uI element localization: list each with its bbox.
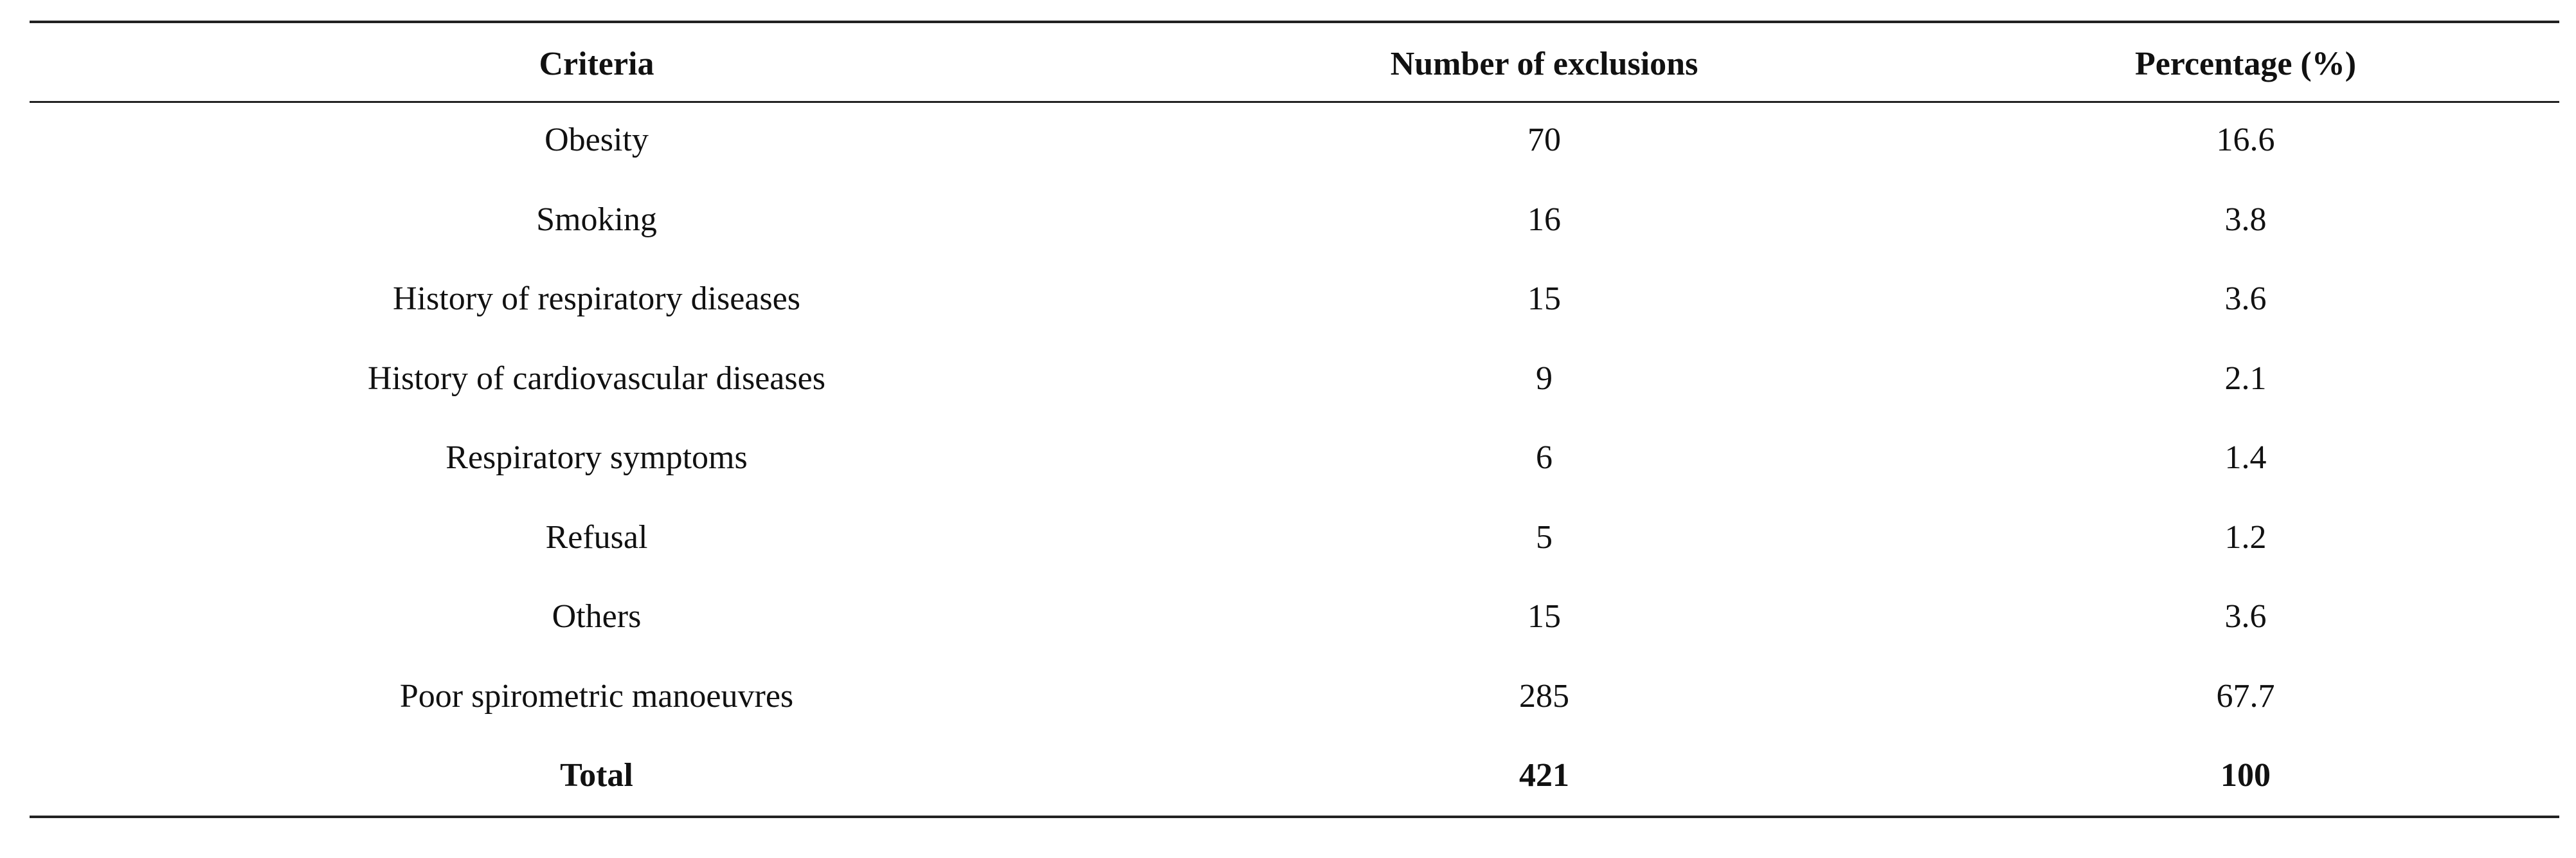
table-cell: 285: [1519, 677, 1569, 715]
total-cell: 421: [1519, 757, 1569, 794]
header-rule: [30, 101, 2559, 103]
header-cell: Criteria: [539, 46, 654, 82]
bottom-rule: [30, 816, 2559, 818]
total-cell: 100: [2220, 757, 2271, 794]
table-cell: 2.1: [2224, 360, 2267, 397]
table-cell: Refusal: [545, 518, 648, 556]
table-cell: 67.7: [2216, 677, 2275, 715]
table-cell: Obesity: [545, 122, 649, 158]
table-cell: 1.2: [2224, 518, 2267, 556]
table-cell: Others: [552, 598, 642, 635]
table-cell: 3.6: [2224, 280, 2267, 317]
total-cell: Total: [560, 757, 633, 794]
header-cell: Number of exclusions: [1390, 46, 1698, 82]
table-cell: 1.4: [2224, 439, 2267, 476]
table-cell: History of cardiovascular diseases: [368, 360, 825, 397]
table-cell: Smoking: [536, 201, 657, 238]
table-cell: Poor spirometric manoeuvres: [399, 677, 794, 715]
header-cell: Percentage (%): [2134, 46, 2357, 82]
table-cell: 3.8: [2224, 201, 2267, 238]
table-cell: 16: [1527, 201, 1561, 238]
table-cell: 15: [1527, 598, 1561, 635]
table-cell: Respiratory symptoms: [446, 439, 748, 476]
table-cell: 16.6: [2216, 122, 2275, 158]
top-rule: [30, 21, 2559, 23]
table-cell: 3.6: [2224, 598, 2267, 635]
table-cell: 15: [1527, 280, 1561, 317]
table-cell: 9: [1536, 360, 1553, 397]
table-cell: 70: [1527, 122, 1561, 158]
table-cell: 5: [1536, 518, 1553, 556]
table-cell: 6: [1536, 439, 1553, 476]
table-cell: History of respiratory diseases: [393, 280, 800, 317]
